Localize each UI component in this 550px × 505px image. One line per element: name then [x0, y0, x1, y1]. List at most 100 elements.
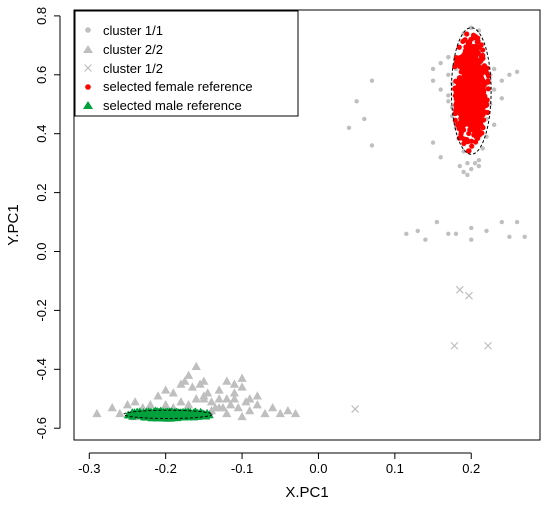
point-cluster-1-1	[354, 99, 359, 104]
point-cluster-1-1	[476, 158, 482, 163]
point-cluster-2-2	[153, 391, 163, 400]
point-cluster-2-2	[180, 376, 190, 385]
point-cluster-1-1	[415, 228, 420, 234]
point-selected-female-reference	[461, 108, 467, 114]
point-selected-female-reference	[456, 44, 462, 50]
point-cluster-2-2	[214, 385, 224, 394]
point-cluster-1-1	[404, 231, 409, 237]
point-cluster-1-1	[465, 172, 470, 178]
point-selected-female-reference	[476, 114, 482, 120]
point-cluster-1-1	[369, 143, 375, 148]
point-cluster-2-2	[237, 411, 247, 421]
legend-label-cluster-2-2: cluster 2/2	[103, 42, 163, 57]
point-selected-female-reference	[465, 71, 471, 77]
point-cluster-1-1	[430, 140, 436, 145]
point-cluster-1-1	[469, 237, 474, 242]
y-tick-label: 0.8	[34, 7, 49, 25]
male-reference-ellipse	[123, 409, 213, 419]
female-reference-ellipse	[450, 27, 492, 155]
point-cluster-2-2	[183, 370, 194, 379]
point-selected-female-reference	[462, 103, 468, 109]
point-cluster-1-1	[453, 231, 459, 237]
point-cluster-1-1	[507, 234, 512, 239]
point-cluster-1-1	[438, 60, 443, 66]
point-selected-female-reference	[467, 48, 473, 54]
point-cluster-2-2	[226, 400, 236, 409]
legend-box	[74, 10, 299, 117]
point-selected-male-reference	[141, 410, 150, 418]
point-selected-female-reference	[479, 130, 485, 136]
point-cluster-1-2	[351, 405, 360, 413]
point-selected-female-reference	[467, 117, 474, 123]
point-selected-female-reference	[465, 139, 471, 145]
point-cluster-2-2	[229, 388, 240, 397]
legend-label-cluster-1-1: cluster 1/1	[103, 23, 163, 38]
point-selected-female-reference	[485, 79, 491, 85]
point-cluster-1-1	[491, 122, 497, 128]
x-tick-label: 0.1	[386, 461, 404, 476]
point-selected-female-reference	[476, 75, 482, 81]
point-cluster-2-2	[222, 394, 232, 403]
point-selected-female-reference	[461, 114, 467, 120]
point-selected-female-reference	[458, 131, 464, 137]
y-tick-label: 0.2	[34, 184, 49, 202]
point-cluster-2-2	[191, 361, 201, 371]
points-layer	[92, 25, 527, 422]
point-cluster-2-2	[187, 382, 198, 391]
point-cluster-2-2	[237, 382, 247, 391]
y-tick-label: 0.0	[34, 242, 49, 260]
point-selected-female-reference	[478, 42, 484, 48]
y-tick-label: -0.4	[34, 358, 49, 380]
point-selected-female-reference	[475, 93, 481, 99]
point-selected-female-reference	[452, 85, 458, 91]
legend-label-female-reference: selected female reference	[103, 79, 253, 94]
point-selected-female-reference	[465, 148, 472, 154]
point-cluster-2-2	[122, 400, 133, 409]
point-cluster-1-1	[472, 160, 478, 166]
point-selected-female-reference	[466, 89, 472, 95]
point-cluster-2-2	[252, 400, 262, 409]
x-tick-label: 0.2	[462, 461, 480, 476]
point-cluster-2-2	[237, 373, 247, 382]
point-cluster-2-2	[245, 405, 255, 415]
point-cluster-1-1	[434, 219, 440, 225]
point-cluster-1-1	[438, 87, 443, 92]
point-cluster-1-1	[438, 155, 443, 160]
point-cluster-2-2	[145, 400, 155, 409]
point-cluster-2-2	[245, 394, 255, 403]
legend-marker-male-reference	[83, 101, 93, 109]
point-cluster-1-1	[461, 169, 466, 175]
point-selected-female-reference	[484, 65, 490, 71]
point-cluster-2-2	[107, 403, 117, 412]
point-selected-female-reference	[453, 78, 459, 84]
point-cluster-1-1	[449, 104, 455, 110]
point-selected-female-reference	[466, 94, 473, 100]
point-selected-female-reference	[453, 102, 459, 108]
point-cluster-1-1	[499, 219, 505, 225]
point-cluster-2-2	[260, 408, 270, 418]
point-cluster-2-2	[222, 376, 232, 385]
point-selected-male-reference	[135, 409, 144, 418]
point-selected-female-reference	[457, 75, 463, 81]
point-selected-female-reference	[461, 63, 467, 69]
point-cluster-1-1	[491, 66, 497, 72]
point-cluster-1-1	[480, 146, 485, 151]
point-cluster-1-1	[488, 102, 493, 107]
point-cluster-2-2	[191, 394, 201, 403]
point-selected-female-reference	[480, 47, 486, 53]
point-selected-female-reference	[477, 120, 484, 126]
point-selected-female-reference	[459, 121, 466, 127]
point-cluster-2-2	[92, 408, 102, 418]
point-cluster-1-1	[430, 78, 436, 83]
point-cluster-2-2	[233, 403, 243, 412]
point-selected-female-reference	[478, 69, 484, 75]
point-cluster-1-1	[476, 163, 482, 169]
point-cluster-2-2	[214, 394, 224, 403]
y-tick-label: 0.6	[34, 66, 49, 84]
point-selected-female-reference	[463, 99, 469, 105]
axes-layer: -0.3 -0.2 -0.1 0.0 0.1 0.2 -0.6 -0.4 -0.2 0.0 0.2 0…	[34, 7, 480, 476]
legend: cluster 1/1 cluster 2/2 cluster 1/2 sele…	[74, 10, 299, 117]
point-selected-female-reference	[469, 143, 475, 149]
point-selected-female-reference	[470, 111, 476, 117]
